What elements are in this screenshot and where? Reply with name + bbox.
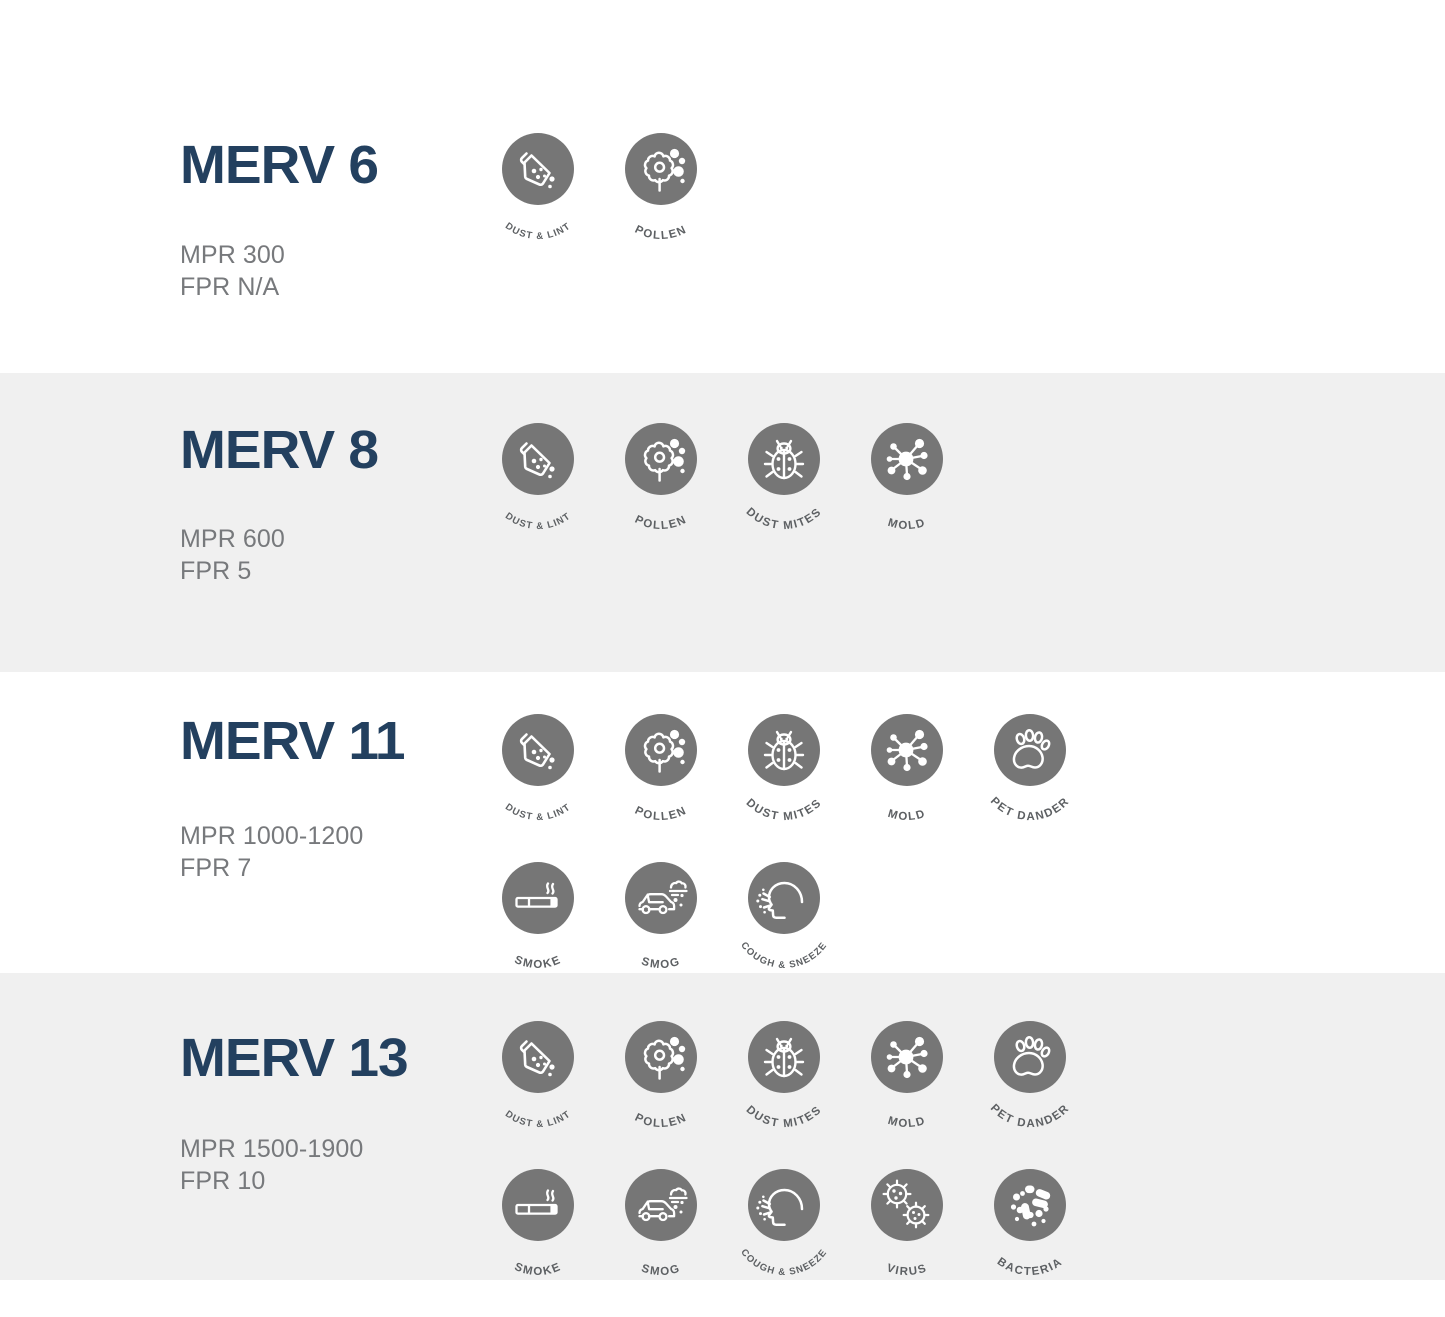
merv-comparison-page: Regularly changing air filter reduces en… bbox=[0, 0, 1445, 1280]
filter-icon-pollen: POLLEN bbox=[625, 1021, 697, 1136]
filter-icon-mold: MOLD bbox=[871, 1021, 943, 1136]
mold-icon bbox=[871, 714, 943, 786]
filter-icon-pollen: POLLEN bbox=[625, 714, 697, 829]
svg-text:POLLEN: POLLEN bbox=[633, 1112, 689, 1131]
svg-text:PET DANDER: PET DANDER bbox=[988, 795, 1072, 823]
filter-icon-pet-dander: PET DANDER bbox=[988, 714, 1071, 829]
filter-icon-smog: SMOG bbox=[625, 1169, 697, 1284]
smoke-icon bbox=[502, 1169, 574, 1241]
filter-icon-bacteria: BACTERIA bbox=[994, 1169, 1066, 1284]
row-merv6: MERV 6 MPR 300 FPR N/A DUST & LINT bbox=[0, 0, 1445, 373]
svg-text:COUGH & SNEEZE: COUGH & SNEEZE bbox=[738, 1247, 829, 1278]
dust-lint-icon bbox=[502, 1021, 574, 1093]
merv-title: MERV 8 bbox=[180, 420, 379, 480]
merv-title: MERV 11 bbox=[180, 711, 406, 771]
filter-icon-dust-lint: DUST & LINT bbox=[502, 1021, 574, 1136]
smog-icon bbox=[625, 1169, 697, 1241]
row-merv13: MERV 13 MPR 1500-1900 FPR 10 DUST & LINT bbox=[0, 973, 1445, 1280]
svg-text:MOLD: MOLD bbox=[886, 808, 927, 823]
dust-mites-icon bbox=[748, 423, 820, 495]
svg-text:DUST & LINT: DUST & LINT bbox=[503, 511, 573, 532]
svg-text:PET DANDER: PET DANDER bbox=[988, 1102, 1072, 1130]
svg-text:POLLEN: POLLEN bbox=[633, 514, 689, 533]
smoke-icon bbox=[502, 862, 574, 934]
merv-rating-text: MPR 300 FPR N/A bbox=[180, 241, 285, 301]
filter-icon-smog: SMOG bbox=[625, 862, 697, 977]
filter-icon-dust-mites: DUST MITES bbox=[744, 714, 823, 829]
pollen-icon bbox=[625, 133, 697, 205]
virus-icon bbox=[871, 1169, 943, 1241]
svg-text:SMOG: SMOG bbox=[640, 956, 682, 972]
band-merv11 bbox=[0, 672, 1445, 973]
svg-text:BACTERIA: BACTERIA bbox=[995, 1256, 1065, 1278]
row-merv8: MERV 8 MPR 600 FPR 5 DUST & LINT bbox=[0, 373, 1445, 672]
mold-icon bbox=[871, 1021, 943, 1093]
filter-icon-smoke: SMOKE bbox=[502, 1169, 574, 1284]
bacteria-icon bbox=[994, 1169, 1066, 1241]
svg-text:DUST MITES: DUST MITES bbox=[744, 797, 825, 824]
filter-icon-cough-sneeze: COUGH & SNEEZE bbox=[738, 1169, 829, 1284]
merv-rating-text: MPR 1000-1200 FPR 7 bbox=[180, 822, 364, 882]
cough-sneeze-icon bbox=[748, 1169, 820, 1241]
filter-icon-cough-sneeze: COUGH & SNEEZE bbox=[738, 862, 829, 977]
svg-text:VIRUS: VIRUS bbox=[885, 1262, 929, 1278]
pollen-icon bbox=[625, 1021, 697, 1093]
dust-mites-icon bbox=[748, 1021, 820, 1093]
filter-icon-dust-lint: DUST & LINT bbox=[502, 423, 574, 538]
svg-text:DUST MITES: DUST MITES bbox=[744, 1104, 825, 1131]
row-merv11: MERV 11 MPR 1000-1200 FPR 7 DUST & LINT bbox=[0, 672, 1445, 973]
filter-icon-dust-lint: DUST & LINT bbox=[502, 714, 574, 829]
merv-rating-text: MPR 1500-1900 FPR 10 bbox=[180, 1135, 364, 1195]
svg-text:SMOG: SMOG bbox=[640, 1263, 682, 1279]
band-merv13 bbox=[0, 973, 1445, 1280]
filter-icon-pollen: POLLEN bbox=[625, 133, 697, 248]
filter-icon-pollen: POLLEN bbox=[625, 423, 697, 538]
pollen-icon bbox=[625, 714, 697, 786]
filter-icon-mold: MOLD bbox=[871, 423, 943, 538]
svg-text:DUST & LINT: DUST & LINT bbox=[503, 221, 573, 242]
dust-lint-icon bbox=[502, 423, 574, 495]
dust-mites-icon bbox=[748, 714, 820, 786]
dust-lint-icon bbox=[502, 714, 574, 786]
svg-text:DUST & LINT: DUST & LINT bbox=[503, 1109, 573, 1130]
svg-text:DUST MITES: DUST MITES bbox=[744, 506, 825, 533]
merv-rating-text: MPR 600 FPR 5 bbox=[180, 525, 285, 585]
pet-dander-icon bbox=[994, 714, 1066, 786]
svg-text:COUGH & SNEEZE: COUGH & SNEEZE bbox=[738, 940, 829, 971]
svg-text:POLLEN: POLLEN bbox=[633, 805, 689, 824]
filter-icon-virus: VIRUS bbox=[871, 1169, 943, 1284]
svg-text:SMOKE: SMOKE bbox=[513, 954, 564, 971]
filter-icon-mold: MOLD bbox=[871, 714, 943, 829]
svg-text:MOLD: MOLD bbox=[886, 1115, 927, 1130]
merv-title: MERV 6 bbox=[180, 135, 379, 195]
svg-text:MOLD: MOLD bbox=[886, 517, 927, 532]
filter-icon-smoke: SMOKE bbox=[502, 862, 574, 977]
cough-sneeze-icon bbox=[748, 862, 820, 934]
filter-icon-dust-lint: DUST & LINT bbox=[502, 133, 574, 248]
merv-title: MERV 13 bbox=[180, 1028, 409, 1088]
svg-text:DUST & LINT: DUST & LINT bbox=[503, 802, 573, 823]
mold-icon bbox=[871, 423, 943, 495]
band-merv6 bbox=[0, 0, 1445, 373]
band-merv8 bbox=[0, 373, 1445, 672]
smog-icon bbox=[625, 862, 697, 934]
svg-text:SMOKE: SMOKE bbox=[513, 1261, 564, 1278]
svg-text:POLLEN: POLLEN bbox=[633, 224, 689, 243]
filter-icon-dust-mites: DUST MITES bbox=[744, 1021, 823, 1136]
dust-lint-icon bbox=[502, 133, 574, 205]
filter-icon-dust-mites: DUST MITES bbox=[744, 423, 823, 538]
pollen-icon bbox=[625, 423, 697, 495]
filter-icon-pet-dander: PET DANDER bbox=[988, 1021, 1071, 1136]
pet-dander-icon bbox=[994, 1021, 1066, 1093]
